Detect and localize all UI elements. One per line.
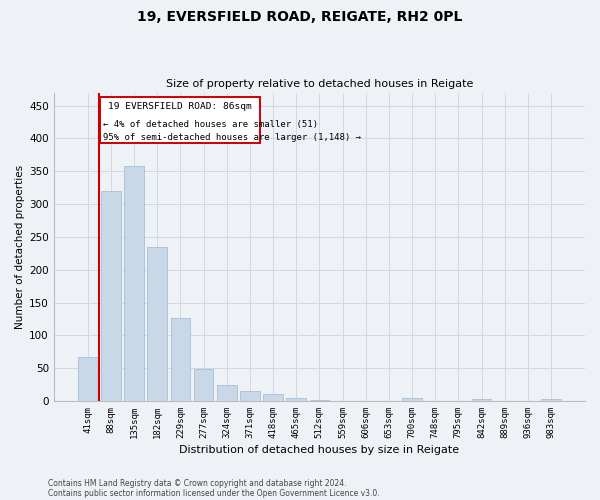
Text: ← 4% of detached houses are smaller (51): ← 4% of detached houses are smaller (51) bbox=[103, 120, 318, 129]
X-axis label: Distribution of detached houses by size in Reigate: Distribution of detached houses by size … bbox=[179, 445, 460, 455]
Bar bbox=[541, 399, 561, 401]
Text: Contains HM Land Registry data © Crown copyright and database right 2024.: Contains HM Land Registry data © Crown c… bbox=[48, 478, 347, 488]
Bar bbox=[240, 391, 260, 401]
Bar bbox=[78, 357, 98, 401]
Bar bbox=[286, 398, 306, 401]
Text: 19, EVERSFIELD ROAD, REIGATE, RH2 0PL: 19, EVERSFIELD ROAD, REIGATE, RH2 0PL bbox=[137, 10, 463, 24]
Title: Size of property relative to detached houses in Reigate: Size of property relative to detached ho… bbox=[166, 79, 473, 89]
Bar bbox=[148, 246, 167, 401]
Bar bbox=[194, 369, 214, 401]
Bar bbox=[472, 399, 491, 401]
Y-axis label: Number of detached properties: Number of detached properties bbox=[15, 164, 25, 329]
FancyBboxPatch shape bbox=[100, 97, 260, 143]
Bar bbox=[217, 384, 236, 401]
Text: 95% of semi-detached houses are larger (1,148) →: 95% of semi-detached houses are larger (… bbox=[103, 133, 361, 142]
Text: 19 EVERSFIELD ROAD: 86sqm: 19 EVERSFIELD ROAD: 86sqm bbox=[108, 102, 252, 112]
Bar bbox=[101, 191, 121, 401]
Text: Contains public sector information licensed under the Open Government Licence v3: Contains public sector information licen… bbox=[48, 488, 380, 498]
Bar bbox=[263, 394, 283, 401]
Bar bbox=[402, 398, 422, 401]
Bar bbox=[170, 318, 190, 401]
Bar bbox=[124, 166, 144, 401]
Bar bbox=[310, 400, 329, 401]
